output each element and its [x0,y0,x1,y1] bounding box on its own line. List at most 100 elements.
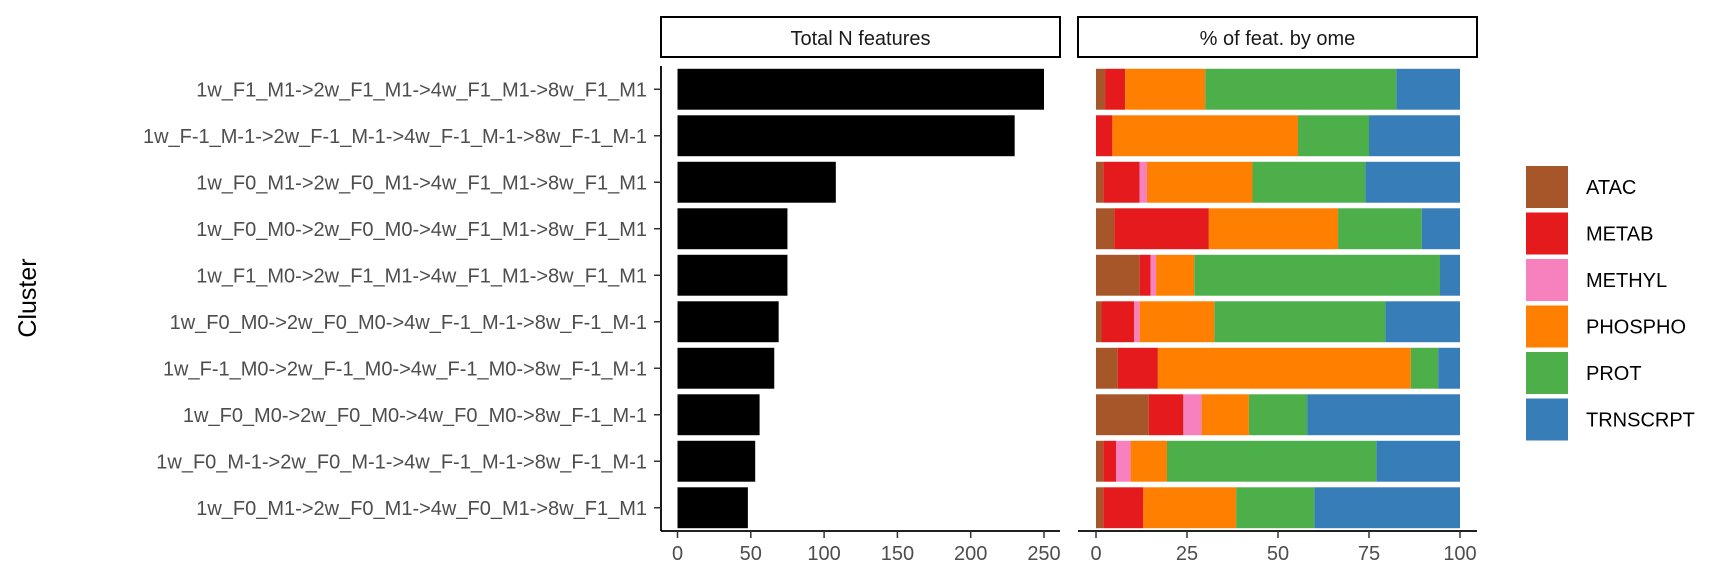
legend-label: PROT [1586,363,1642,385]
y-tick-label: 1w_F0_M0->2w_F0_M0->4w_F1_M1->8w_F1_M1 [196,219,647,241]
bar-segment-metab [1103,487,1144,529]
y-tick-label: 1w_F0_M1->2w_F0_M1->4w_F0_M1->8w_F1_M1 [196,498,647,520]
bar-segment-phospho [1208,208,1339,250]
y-tick-label: 1w_F1_M1->2w_F1_M1->4w_F1_M1->8w_F1_M1 [196,79,647,101]
panel-2-title: % of feat. by ome [1200,28,1356,50]
bar-segment-methyl [1116,440,1131,482]
bar-total [677,440,756,482]
bar-total [677,208,788,250]
bar-segment-phospho [1201,394,1249,436]
bar-segment-trnscrpt [1396,68,1460,110]
bar-segment-prot [1298,115,1369,157]
bar-segment-methyl [1134,301,1140,343]
x-tick-label: 150 [881,543,914,565]
panel-2-x-ticks: 0 25 50 75 100 [1090,531,1477,565]
bar-segment-trnscrpt [1439,254,1460,296]
bar-segment-trnscrpt [1307,394,1460,436]
bar-segment-metab [1114,208,1209,250]
bar-segment-metab [1148,394,1184,436]
x-tick-label: 75 [1358,543,1380,565]
legend-key-methyl [1526,259,1568,301]
bar-segment-atac [1096,347,1118,389]
bars-percent [1096,68,1460,529]
y-axis-title: Cluster [14,258,42,337]
bar-segment-phospho [1139,301,1215,343]
x-tick-label: 50 [740,543,762,565]
panel-1-strip [660,16,1061,58]
bar-segment-phospho [1157,347,1411,389]
bar-segment-metab [1101,301,1135,343]
bar-segment-atac [1096,68,1106,110]
bar-segment-methyl [1139,161,1147,203]
bar-total [677,301,779,343]
legend-label: METAB [1586,224,1653,246]
bar-segment-atac [1096,394,1149,436]
bar-segment-atac [1096,254,1140,296]
bar-segment-phospho [1125,68,1206,110]
y-tick-label: 1w_F0_M1->2w_F0_M1->4w_F1_M1->8w_F1_M1 [196,172,647,194]
y-axis-tick-labels: 1w_F1_M1->2w_F1_M1->4w_F1_M1->8w_F1_M1 1w… [143,79,647,520]
bar-segment-phospho [1130,440,1167,482]
bar-segment-trnscrpt [1365,161,1460,203]
bar-total [677,487,748,529]
bar-segment-prot [1194,254,1440,296]
x-tick-label: 50 [1267,543,1289,565]
bar-segment-prot [1214,301,1386,343]
bar-segment-metab [1139,254,1151,296]
bar-segment-methyl [1150,254,1157,296]
legend-key-atac [1526,166,1568,208]
bar-segment-prot [1166,440,1377,482]
bar-segment-trnscrpt [1421,208,1460,250]
panel-total-features: Total N features 0 50 100 150 200 250 [660,16,1061,565]
bar-segment-prot [1236,487,1315,529]
panel-1-title: Total N features [790,28,930,50]
bar-segment-trnscrpt [1385,301,1460,343]
bar-segment-trnscrpt [1314,487,1460,529]
bar-segment-metab [1105,68,1126,110]
bar-segment-trnscrpt [1438,347,1460,389]
bar-segment-phospho [1156,254,1195,296]
bar-total [677,68,1044,110]
bar-total [677,347,775,389]
y-axis-ticks [654,88,661,509]
bar-total [677,394,760,436]
bar-segment-atac [1096,301,1102,343]
bar-segment-phospho [1143,487,1237,529]
y-tick-label: 1w_F0_M0->2w_F0_M0->4w_F0_M0->8w_F-1_M-1 [183,405,647,427]
bar-segment-prot [1410,347,1439,389]
bar-segment-phospho [1112,115,1299,157]
x-tick-label: 25 [1176,543,1198,565]
bar-segment-atac [1096,161,1104,203]
x-tick-label: 0 [672,543,683,565]
bar-segment-trnscrpt [1369,115,1460,157]
x-tick-label: 200 [954,543,987,565]
y-tick-label: 1w_F-1_M-1->2w_F-1_M-1->4w_F-1_M-1->8w_F… [143,126,647,148]
panel-2-strip [1077,16,1478,58]
x-tick-label: 0 [1090,543,1101,565]
y-tick-label: 1w_F0_M0->2w_F0_M0->4w_F-1_M-1->8w_F-1_M… [170,312,647,334]
bar-total [677,115,1015,157]
legend-label: METHYL [1586,270,1667,292]
legend: ATAC METAB METHYL PHOSPHO PROT TRNSCRPT [1526,166,1695,441]
panel-percent-by-ome: % of feat. by ome 0 25 50 75 100 [1077,16,1478,565]
legend-label: PHOSPHO [1586,317,1686,339]
legend-key-phospho [1526,305,1568,348]
bar-segment-prot [1205,68,1397,110]
bar-total [677,161,836,203]
legend-key-metab [1526,212,1568,255]
bar-segment-prot [1248,394,1308,436]
bar-segment-atac [1096,208,1115,250]
panel-1-x-ticks: 0 50 100 150 200 250 [672,531,1061,565]
legend-key-prot [1526,352,1568,394]
legend-key-trnscrpt [1526,398,1568,441]
legend-label: TRNSCRPT [1586,410,1695,432]
bar-segment-metab [1096,115,1113,157]
bar-segment-prot [1252,161,1366,203]
bar-segment-atac [1096,487,1104,529]
bar-segment-methyl [1183,394,1202,436]
y-tick-label: 1w_F0_M-1->2w_F0_M-1->4w_F-1_M-1->8w_F-1… [156,451,647,473]
x-tick-label: 100 [1443,543,1476,565]
bar-segment-metab [1103,161,1140,203]
bar-segment-metab [1117,347,1158,389]
